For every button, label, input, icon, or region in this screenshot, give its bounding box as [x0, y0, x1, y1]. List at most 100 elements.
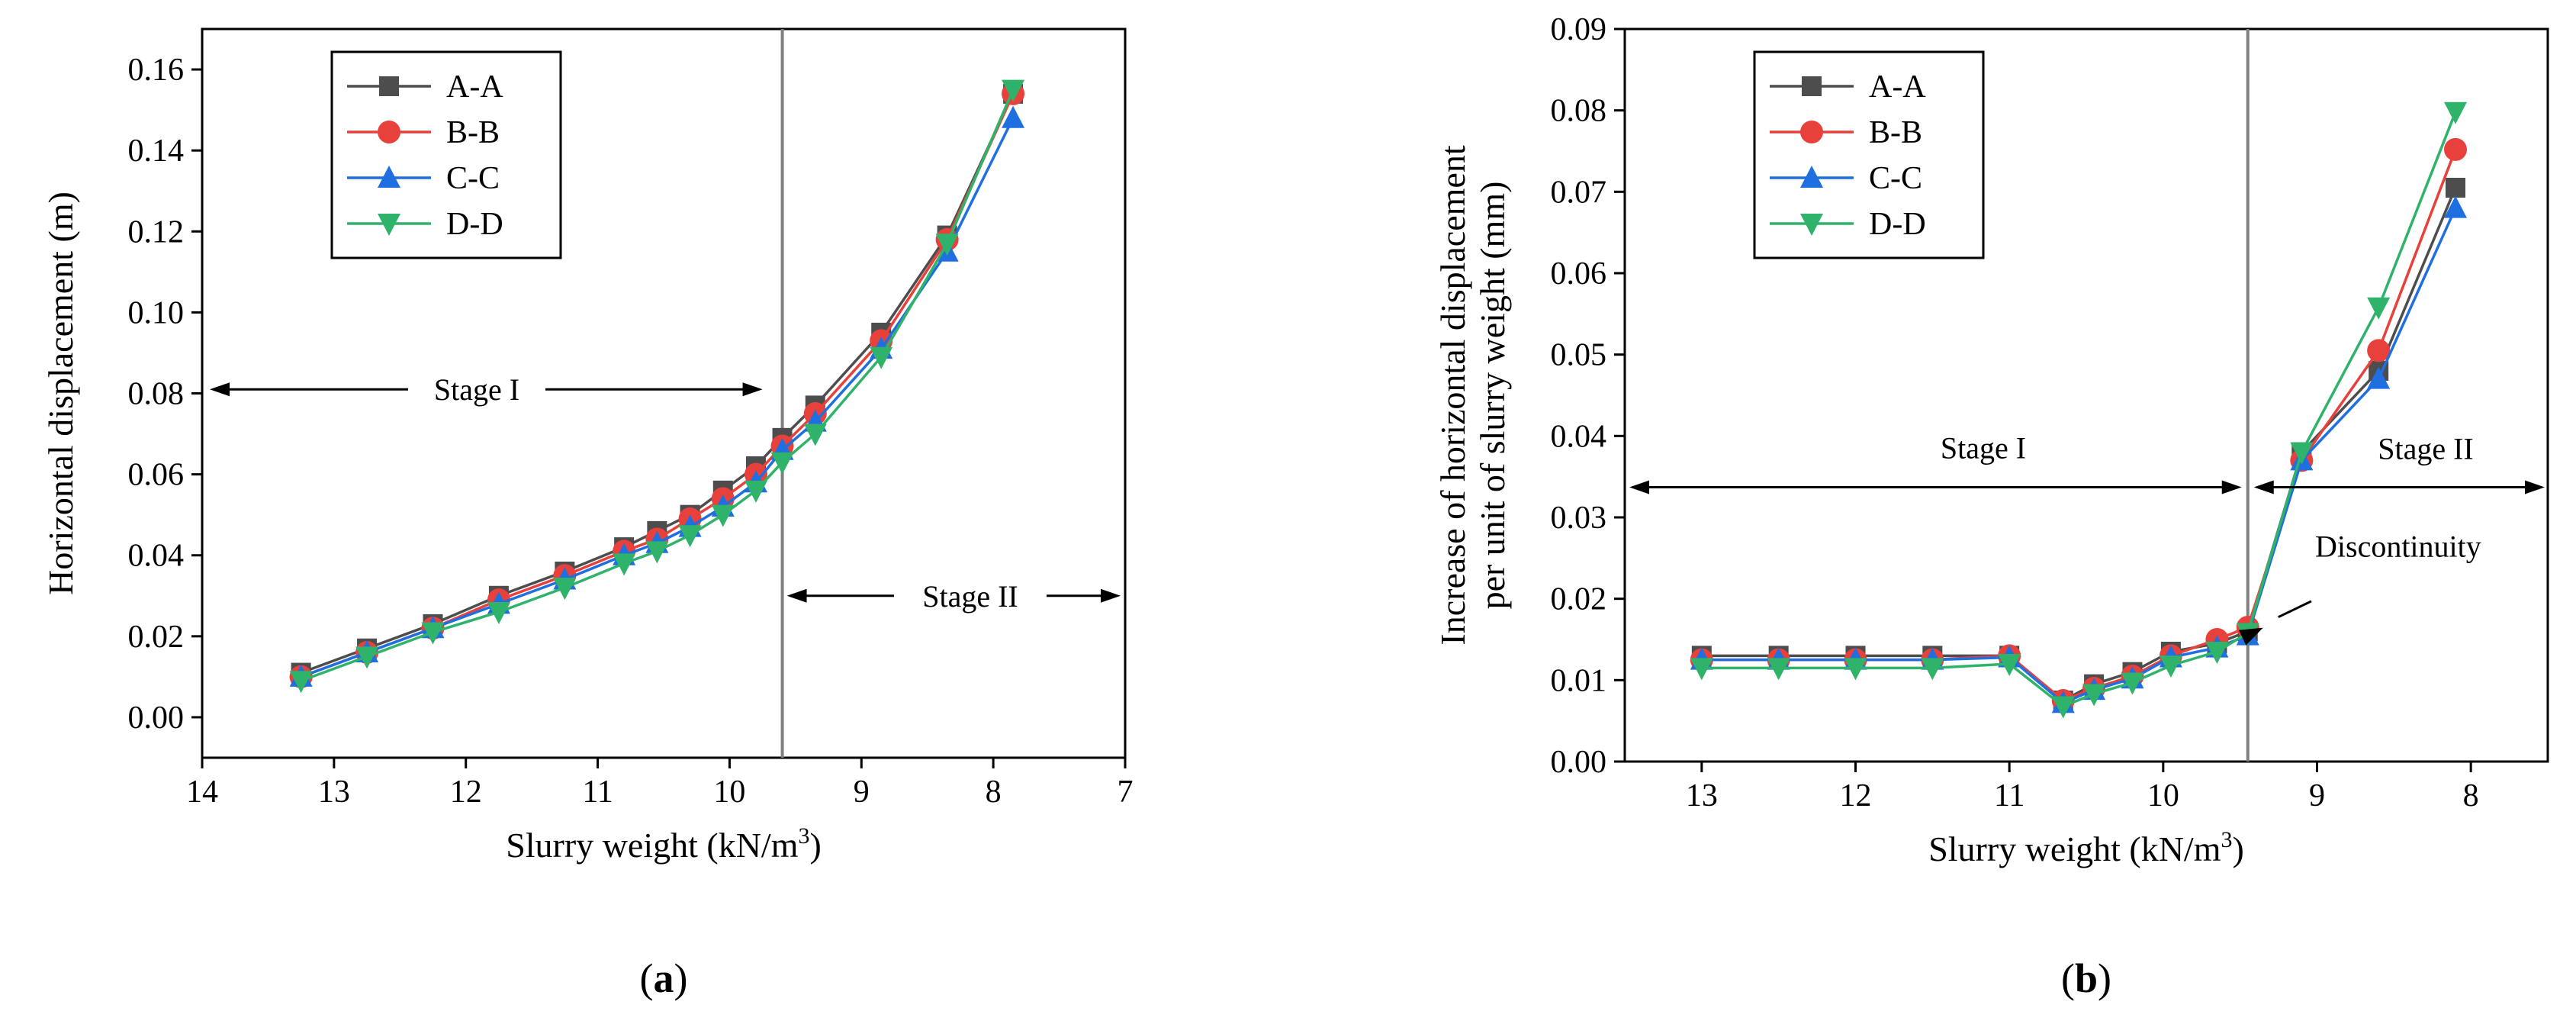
legend-marker-A-A [379, 76, 399, 96]
y-tick-label: 0.16 [128, 53, 185, 88]
discontinuity-arrow-head [2238, 627, 2263, 646]
panel-label-close: ) [674, 955, 688, 1001]
data-point-D-D [1921, 658, 1944, 681]
stage2-arrow-left [786, 588, 807, 603]
data-point-D-D [2121, 672, 2144, 695]
x-axis-title-main: Slurry weight (kN/m [1928, 829, 2221, 868]
panel-label-letter: a [654, 955, 674, 1001]
y-tick-label: 0.03 [1551, 501, 1607, 536]
data-point-D-D [2051, 696, 2075, 719]
x-tick-label: 8 [986, 775, 1002, 810]
data-point-D-D [1767, 658, 1790, 681]
discontinuity-arrow-line [2278, 600, 2312, 619]
stage1-label: Stage I [434, 372, 519, 407]
y-tick-label: 0.06 [1551, 256, 1607, 291]
y-tick-label: 0.10 [128, 295, 185, 330]
data-point-D-D [870, 346, 893, 369]
stage2-arrow-right [2525, 480, 2545, 494]
y-axis-title-line2: per unit of slurry weight (mm) [1473, 182, 1512, 610]
x-tick-label: 8 [2463, 778, 2479, 813]
panel-label-open: ( [2061, 955, 2075, 1001]
y-tick-label: 0.08 [128, 377, 185, 412]
x-tick-label: 9 [854, 775, 870, 810]
stage1-arrow-right [742, 382, 763, 397]
data-point-B-B [2367, 339, 2391, 362]
data-point-D-D [2159, 655, 2182, 678]
y-tick-label: 0.07 [1551, 175, 1607, 210]
stage1-arrow-left [1629, 480, 1649, 494]
plot-frame [1623, 27, 2549, 763]
data-point-D-D [1998, 654, 2021, 676]
panel-label: (a) [640, 955, 688, 1001]
legend: A-A B-B C-C D-D [330, 50, 562, 259]
legend-marker-B-B [1800, 121, 1823, 143]
y-tick-label: 0.14 [128, 134, 185, 169]
legend-label-C-C: C-C [446, 161, 500, 196]
data-point-C-C [1002, 105, 1025, 128]
legend-label-A-A: A-A [1869, 69, 1926, 105]
data-point-D-D [553, 578, 577, 601]
data-point-D-D [2444, 101, 2467, 124]
y-tick-label: 0.04 [1551, 419, 1607, 454]
stage2-arrow-right [1101, 588, 1121, 603]
panel-label-close: ) [2098, 955, 2111, 1001]
data-point-D-D [613, 553, 636, 576]
data-point-D-D [935, 234, 959, 256]
data-point-D-D [289, 671, 313, 694]
data-point-D-D [2367, 297, 2391, 320]
stage1-arrow-left [210, 382, 230, 397]
series-D-D [1690, 101, 2467, 719]
series-line-C-C [1701, 207, 2457, 705]
y-tick-label: 0.12 [128, 214, 185, 250]
legend-marker-C-C [378, 166, 400, 188]
y-tick-label: 0.00 [128, 701, 185, 736]
chart-a: 14 13 12 11 10 9 8 7 0.00 0.02 0.04 0.06 0.08 0.10 0.1… [41, 27, 1134, 1001]
data-point-D-D [2082, 684, 2106, 707]
chart-b: 13 12 11 10 9 8 0.00 0.01 0.02 0.03 0.04 0.05 0.06 0.… [1433, 12, 2549, 1001]
legend-label-B-B: B-B [446, 115, 500, 150]
legend-label-D-D: D-D [446, 207, 503, 242]
panel-label-letter: b [2075, 955, 2098, 1001]
x-axis-title-superscript: 3 [798, 823, 809, 849]
x-axis-title-main: Slurry weight (kN/m [506, 826, 799, 865]
y-tick-label: 0.02 [1551, 582, 1607, 617]
y-axis-title-line1: Increase of horizontal displacement [1433, 145, 1472, 645]
stage2-label-bg [894, 572, 1047, 619]
x-tick-label: 10 [713, 775, 745, 810]
legend: A-A B-B C-C D-D [1753, 50, 1985, 259]
data-point-B-B [2444, 137, 2467, 161]
panel-label: (b) [2061, 955, 2111, 1001]
x-axis-title-superscript: 3 [2221, 827, 2232, 852]
y-tick-label: 0.01 [1551, 663, 1607, 698]
series-C-C [1690, 195, 2467, 713]
stage1-arrow-right [2221, 480, 2242, 494]
x-tick-label: 12 [1840, 778, 1872, 813]
legend-marker-D-D [1800, 214, 1823, 236]
x-axis-title: Slurry weight (kN/m3) [506, 823, 822, 865]
data-point-D-D [487, 602, 510, 624]
data-point-D-D [1002, 79, 1025, 102]
y-tick-label: 0.00 [1551, 745, 1607, 780]
legend-label-C-C: C-C [1869, 161, 1922, 196]
x-tick-label: 13 [1686, 778, 1718, 813]
x-axis-title: Slurry weight (kN/m3) [1928, 827, 2244, 868]
legend-marker-C-C [1800, 166, 1823, 188]
data-point-C-C [2444, 195, 2467, 218]
series-line-A-A [1701, 187, 2457, 703]
data-point-D-D [803, 424, 827, 446]
stage1-label: Stage I [1941, 431, 2026, 465]
series-D-D [289, 79, 1025, 694]
discontinuity-label: Discontinuity [2315, 529, 2481, 563]
y-axis-title: Horizontal displacement (m) [41, 192, 80, 595]
data-point-D-D [355, 646, 379, 669]
y-tick-label: 0.04 [128, 539, 185, 574]
y-tick-label: 0.08 [1551, 94, 1607, 129]
legend-marker-A-A [1802, 76, 1822, 96]
x-tick-label: 11 [1994, 778, 2024, 813]
x-tick-label: 12 [450, 775, 482, 810]
data-point-A-A [2446, 178, 2465, 198]
x-tick-label: 7 [1118, 775, 1134, 810]
data-point-C-C [2367, 366, 2391, 389]
